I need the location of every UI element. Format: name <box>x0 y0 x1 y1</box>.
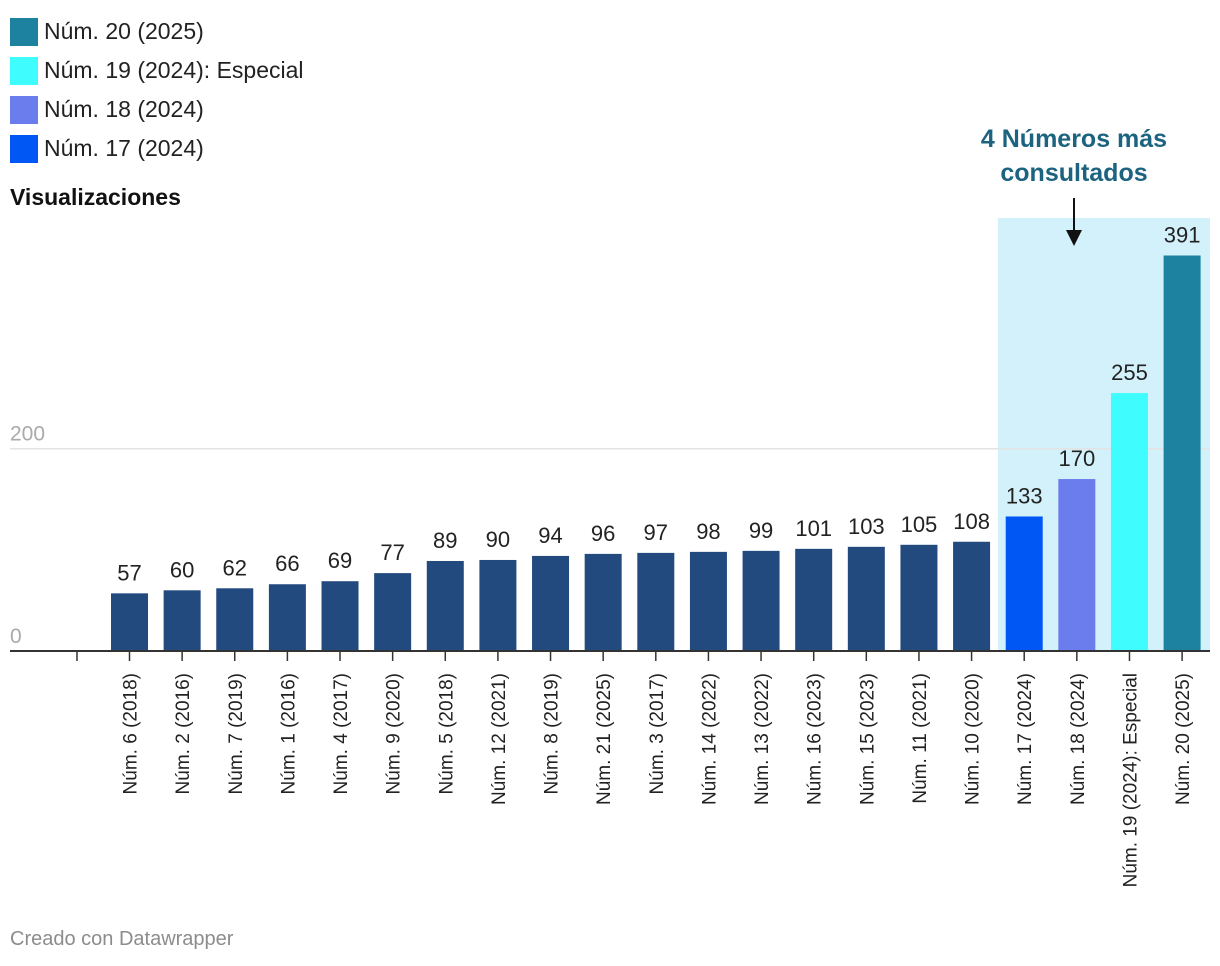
annotation-text: consultados <box>1000 159 1147 187</box>
bar <box>795 548 833 651</box>
bar-value-label: 108 <box>953 509 990 534</box>
bar <box>268 584 306 651</box>
bar <box>426 560 464 651</box>
legend-item: Núm. 17 (2024) <box>10 129 304 168</box>
legend-item: Núm. 20 (2025) <box>10 12 304 51</box>
x-tick-label: Núm. 20 (2025) <box>1173 673 1194 805</box>
bar-value-label: 101 <box>795 516 832 541</box>
y-tick-label: 200 <box>10 423 45 446</box>
legend-label: Núm. 19 (2024): Especial <box>44 57 304 83</box>
x-tick-label: Núm. 3 (2017) <box>647 673 668 794</box>
bar <box>1110 393 1148 651</box>
bar <box>374 573 412 651</box>
bar <box>689 551 727 651</box>
bar-value-label: 97 <box>644 520 668 545</box>
bar-value-label: 62 <box>223 555 247 580</box>
bar-value-label: 391 <box>1164 223 1201 248</box>
legend-swatch <box>10 17 38 46</box>
bar-value-label: 96 <box>591 521 615 546</box>
bar <box>953 541 991 651</box>
bar <box>584 553 622 651</box>
legend-item: Núm. 19 (2024): Especial <box>10 51 304 90</box>
x-tick-label: Núm. 7 (2019) <box>226 673 247 794</box>
x-tick-label: Núm. 1 (2016) <box>278 673 299 794</box>
bar <box>216 588 254 651</box>
x-tick-label: Núm. 11 (2021) <box>910 673 931 804</box>
bar-value-label: 255 <box>1111 360 1148 385</box>
x-tick-label: Núm. 10 (2020) <box>963 673 984 805</box>
bar-value-label: 105 <box>901 512 938 537</box>
bar <box>637 552 675 651</box>
bar <box>163 590 201 651</box>
bar <box>479 559 517 651</box>
bar <box>1163 255 1201 652</box>
legend-label: Núm. 20 (2025) <box>44 18 204 44</box>
bar-value-label: 99 <box>749 518 773 543</box>
bar <box>742 550 780 651</box>
y-tick-label: 0 <box>10 625 22 648</box>
bar-value-label: 77 <box>380 540 404 565</box>
legend-item: Núm. 18 (2024) <box>10 90 304 129</box>
legend-label: Núm. 18 (2024) <box>44 96 204 122</box>
bar-value-label: 94 <box>538 523 562 548</box>
bar-value-label: 170 <box>1058 446 1095 471</box>
x-tick-label: Núm. 14 (2022) <box>699 673 720 805</box>
annotation-arrow-head <box>1066 230 1082 246</box>
legend-label: Núm. 17 (2024) <box>44 135 204 161</box>
x-tick-label: Núm. 12 (2021) <box>489 673 510 805</box>
x-tick-label: Núm. 8 (2019) <box>542 673 563 794</box>
x-tick-label: Núm. 16 (2023) <box>805 673 826 805</box>
bar <box>532 555 570 651</box>
bar-value-label: 57 <box>117 560 141 585</box>
bar <box>900 544 938 651</box>
bar <box>1005 516 1043 651</box>
bar <box>111 593 148 651</box>
bar-value-label: 98 <box>696 519 720 544</box>
legend-swatch <box>10 56 38 85</box>
x-tick-label: Núm. 5 (2018) <box>436 673 457 794</box>
x-tick-label: Núm. 6 (2018) <box>121 673 142 794</box>
footer-credit: Creado con Datawrapper <box>10 928 234 950</box>
bar-value-label: 103 <box>848 514 885 539</box>
bar <box>321 581 359 651</box>
bar-value-label: 90 <box>486 527 510 552</box>
x-tick-label: Núm. 21 (2025) <box>594 673 615 805</box>
legend-swatch <box>10 134 38 163</box>
bar-value-label: 69 <box>328 548 352 573</box>
bar <box>1058 479 1096 651</box>
x-tick-label: Núm. 18 (2024) <box>1068 673 1089 805</box>
legend: Núm. 20 (2025) Núm. 19 (2024): Especial Nú… <box>10 12 304 168</box>
y-axis-title: Visualizaciones <box>10 184 181 210</box>
annotation-text: 4 Números más <box>981 125 1167 153</box>
x-tick-label: Núm. 9 (2020) <box>384 673 405 794</box>
x-tick-label: Núm. 15 (2023) <box>857 673 878 805</box>
legend-swatch <box>10 95 38 124</box>
bar-value-label: 133 <box>1006 483 1043 508</box>
x-tick-label: Núm. 19 (2024): Especial <box>1120 673 1141 887</box>
x-tick-label: Núm. 4 (2017) <box>331 673 352 794</box>
bar-value-label: 60 <box>170 557 194 582</box>
bar-value-label: 66 <box>275 551 299 576</box>
x-tick-label: Núm. 17 (2024) <box>1015 673 1036 805</box>
x-tick-label: Núm. 2 (2016) <box>173 673 194 794</box>
bar <box>847 546 885 651</box>
x-tick-label: Núm. 13 (2022) <box>752 673 773 805</box>
bar-value-label: 89 <box>433 528 457 553</box>
